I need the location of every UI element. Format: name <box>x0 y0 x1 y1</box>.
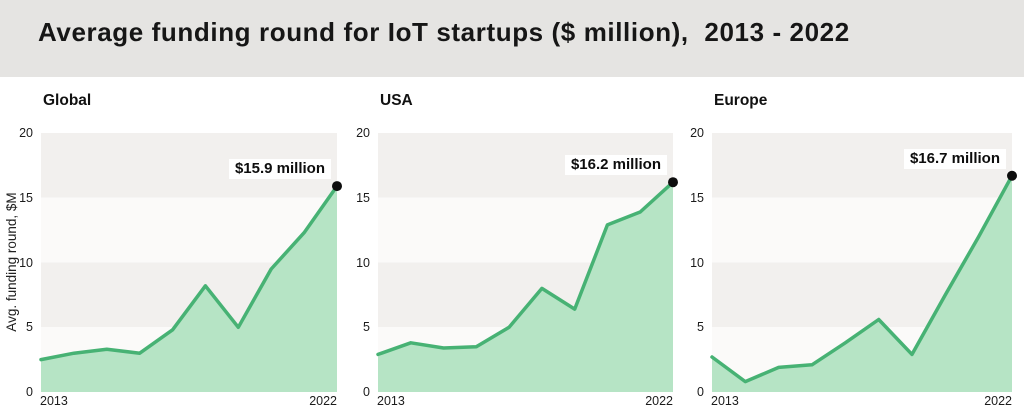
area-chart-svg-global <box>39 181 342 392</box>
header-bar: Average funding round for IoT startups (… <box>0 0 1024 77</box>
chart-title-global: Global <box>43 92 92 109</box>
y-tick-label: 5 <box>26 320 33 335</box>
area-fill <box>41 186 337 392</box>
y-tick-label: 10 <box>690 255 704 270</box>
y-tick-label: 15 <box>19 190 33 205</box>
y-tick-label: 0 <box>26 385 33 399</box>
chart-title-europe: Europe <box>714 92 768 109</box>
y-tick-label: 0 <box>697 385 704 399</box>
trend-line <box>376 180 675 357</box>
end-point-dot <box>668 177 678 188</box>
plot-area-europe: $16.7 million <box>710 133 1017 392</box>
y-axis-title: Avg. funding round, $M <box>4 192 19 332</box>
page-title: Average funding round for IoT startups (… <box>38 17 850 47</box>
area-chart-svg-europe <box>710 170 1017 392</box>
area-fill <box>378 182 673 392</box>
end-point-dot <box>332 181 342 192</box>
y-tick-label: 10 <box>19 255 33 270</box>
value-annotation-usa: $16.2 million <box>564 155 667 176</box>
area-chart-svg-usa <box>376 177 678 392</box>
y-tick-label: 0 <box>363 385 370 399</box>
y-tick-label: 20 <box>690 126 704 140</box>
value-annotation-global: $15.9 million <box>228 159 331 180</box>
plot-area-global: $15.9 million <box>39 133 342 392</box>
y-tick-label: 5 <box>697 320 704 335</box>
x-tick-label-first: 2013 <box>377 394 405 408</box>
x-tick-label-last: 2022 <box>309 394 337 408</box>
end-point-dot <box>1007 170 1017 181</box>
trend-line <box>710 173 1014 384</box>
value-annotation-europe: $16.7 million <box>903 148 1006 169</box>
x-tick-label-last: 2022 <box>984 394 1012 408</box>
y-tick-label: 15 <box>690 190 704 205</box>
y-tick-label: 20 <box>19 126 33 140</box>
chart-title-usa: USA <box>380 92 413 109</box>
y-tick-label: 15 <box>356 190 370 205</box>
x-tick-label-first: 2013 <box>40 394 68 408</box>
x-tick-label-last: 2022 <box>645 394 673 408</box>
y-tick-label: 10 <box>356 255 370 270</box>
x-tick-label-first: 2013 <box>711 394 739 408</box>
area-fill <box>712 175 1012 392</box>
y-tick-label: 20 <box>356 126 370 140</box>
y-tick-label: 5 <box>363 320 370 335</box>
trend-line <box>39 184 339 362</box>
plot-area-usa: $16.2 million <box>376 133 678 392</box>
